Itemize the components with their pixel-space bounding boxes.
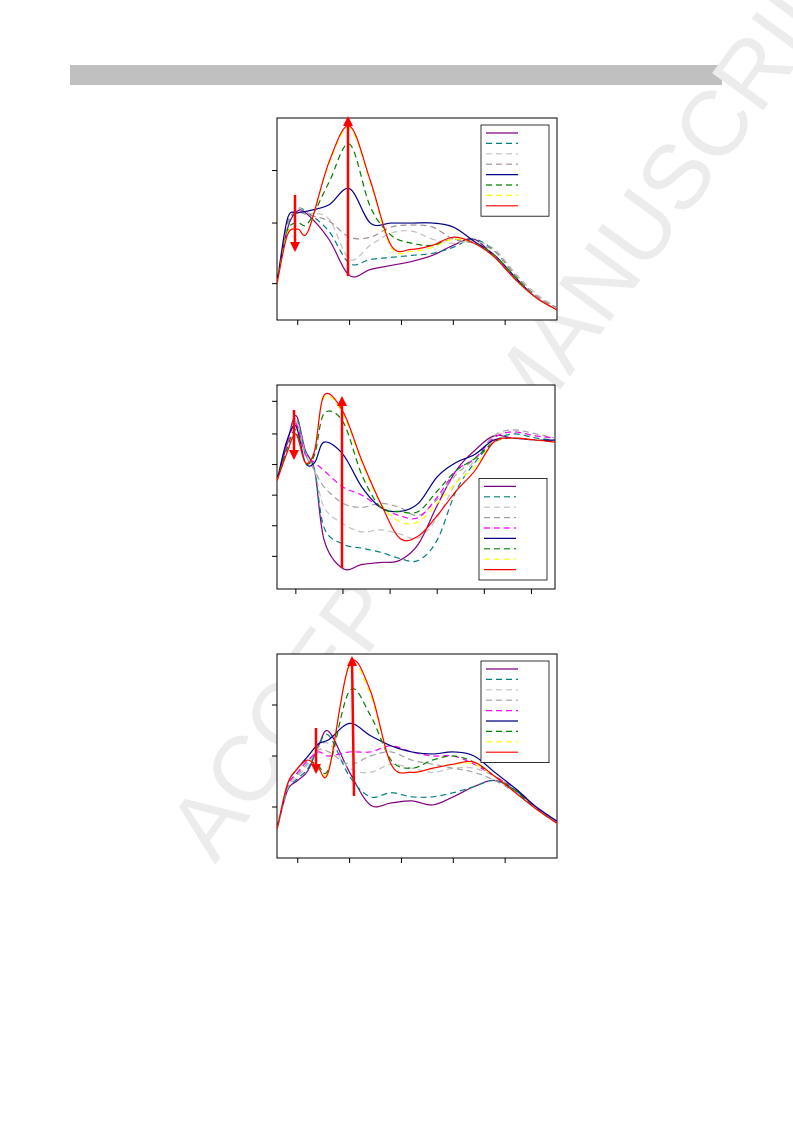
series-line — [277, 187, 557, 311]
annotation-arrows — [289, 116, 358, 797]
series-group — [277, 392, 555, 571]
series-line — [277, 659, 557, 830]
arrow — [347, 656, 358, 797]
figure — [272, 117, 558, 325]
legend-box — [478, 477, 548, 581]
series-line — [277, 211, 557, 309]
legend-box — [480, 124, 550, 217]
series-line — [277, 410, 555, 514]
series-line — [277, 423, 555, 520]
series-line — [277, 722, 557, 830]
legend-box — [480, 660, 550, 763]
figures — [272, 117, 558, 863]
series-group — [277, 659, 557, 830]
series-line — [277, 125, 557, 311]
series-line — [277, 392, 555, 542]
series-line — [277, 207, 557, 309]
series-line — [277, 733, 557, 830]
series-line — [277, 419, 555, 540]
series-line — [277, 395, 555, 525]
series-line — [277, 417, 555, 563]
figure — [272, 653, 558, 863]
series-line — [277, 143, 557, 311]
figure — [272, 384, 556, 594]
header-bar — [70, 65, 722, 85]
series-line — [277, 748, 557, 830]
series-group — [277, 125, 557, 311]
